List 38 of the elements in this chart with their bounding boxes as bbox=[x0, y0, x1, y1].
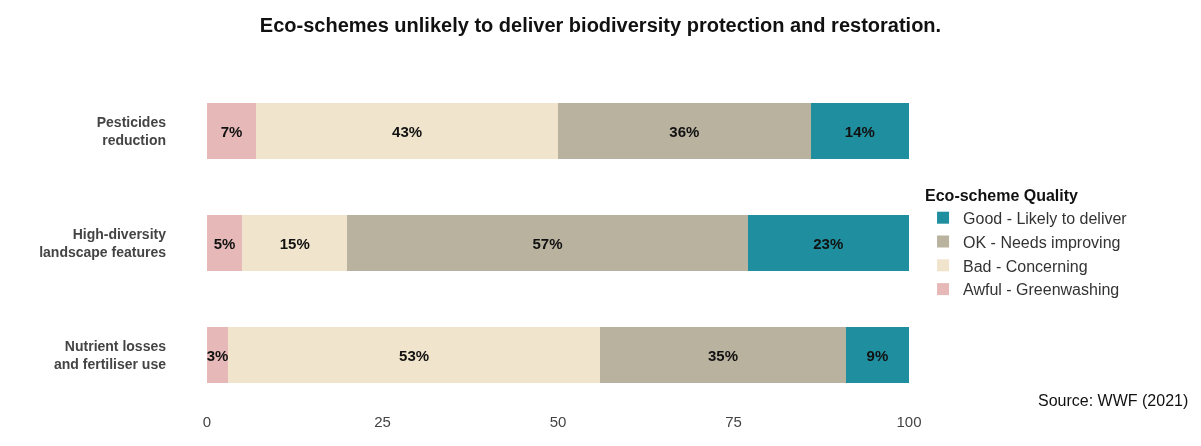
source-note: Source: WWF (2021) bbox=[1038, 392, 1189, 409]
data-label: 7% bbox=[220, 122, 243, 140]
y-tick-label: Pesticides reduction bbox=[96, 113, 167, 148]
data-label: 36% bbox=[669, 122, 700, 140]
x-tick-label: 100 bbox=[896, 413, 922, 430]
x-tick-label: 0 bbox=[202, 413, 212, 430]
bar bbox=[600, 327, 846, 383]
data-label: 53% bbox=[399, 346, 430, 364]
chart-title: Eco-schemes unlikely to deliver biodiversity protection and restoration. bbox=[259, 13, 942, 36]
data-label: 15% bbox=[279, 234, 310, 252]
data-label: 23% bbox=[813, 234, 844, 252]
bar bbox=[256, 103, 558, 159]
bar bbox=[228, 327, 601, 383]
data-label: 9% bbox=[866, 346, 889, 364]
bar bbox=[558, 103, 811, 159]
legend-title: Eco-scheme Quality bbox=[925, 186, 1079, 204]
bar bbox=[242, 215, 348, 271]
x-tick-label: 75 bbox=[725, 413, 742, 430]
y-tick-label: Nutrient losses and fertiliser use bbox=[53, 337, 167, 372]
bar bbox=[747, 215, 909, 271]
bar bbox=[347, 215, 748, 271]
data-label: 43% bbox=[392, 122, 423, 140]
x-tick-label: 25 bbox=[374, 413, 391, 430]
legend-label: OK - Needs improving bbox=[963, 233, 1121, 251]
bar bbox=[845, 327, 909, 383]
x-tick-label: 50 bbox=[549, 413, 567, 430]
bar bbox=[207, 215, 243, 271]
bar bbox=[810, 103, 909, 159]
data-label: 5% bbox=[213, 234, 236, 252]
data-label: 57% bbox=[532, 234, 563, 252]
data-label: 3% bbox=[206, 346, 229, 364]
y-tick-label: High-diversity landscape features bbox=[39, 225, 167, 260]
data-label: 14% bbox=[844, 122, 875, 140]
legend-label: Bad - Concerning bbox=[963, 257, 1088, 275]
legend-label: Awful - Greenwashing bbox=[963, 281, 1120, 299]
data-label: 35% bbox=[707, 346, 738, 364]
bar bbox=[207, 103, 257, 159]
legend-label: Good - Likely to deliver bbox=[963, 209, 1128, 227]
